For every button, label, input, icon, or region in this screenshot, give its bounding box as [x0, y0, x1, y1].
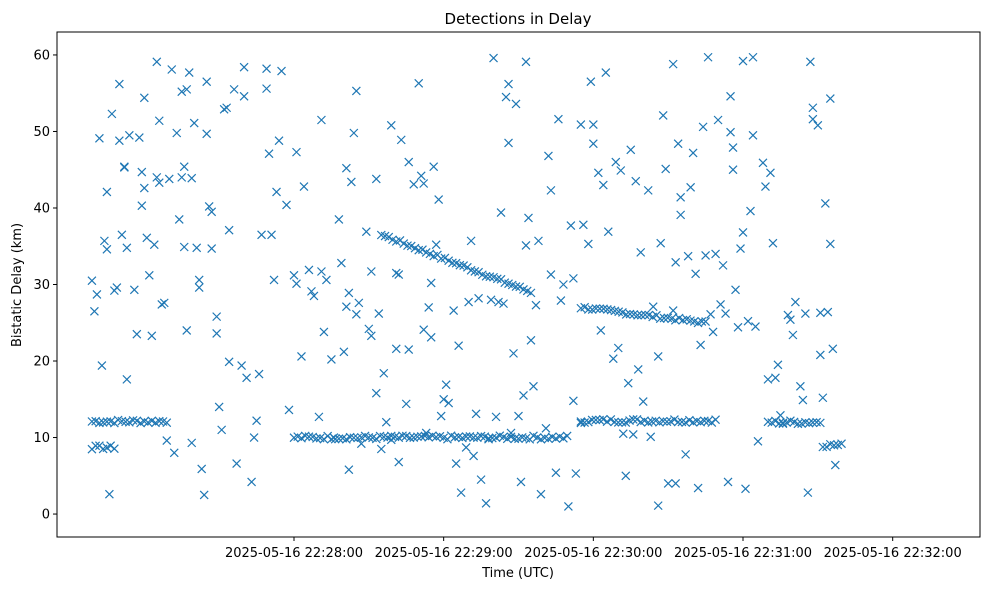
x-tick-label: 2025-05-16 22:28:00 [225, 546, 363, 561]
chart-title: Detections in Delay [445, 10, 592, 28]
x-axis-label: Time (UTC) [481, 566, 554, 581]
x-tick-label: 2025-05-16 22:30:00 [524, 546, 662, 561]
y-tick-label: 50 [33, 125, 50, 140]
x-tick-label: 2025-05-16 22:32:00 [824, 546, 962, 561]
y-tick-label: 30 [33, 278, 50, 293]
y-tick-label: 20 [33, 355, 50, 370]
plot-area [57, 32, 980, 537]
y-axis-label: Bistatic Delay (km) [10, 223, 25, 347]
x-tick-label: 2025-05-16 22:29:00 [375, 546, 513, 561]
y-tick-label: 10 [33, 431, 50, 446]
x-tick-label: 2025-05-16 22:31:00 [674, 546, 812, 561]
y-tick-label: 60 [33, 48, 50, 63]
scatter-chart: Detections in Delay 2025-05-16 22:28:00 2… [0, 0, 989, 590]
y-tick-label: 40 [33, 201, 50, 216]
y-tick-label: 0 [42, 508, 50, 523]
